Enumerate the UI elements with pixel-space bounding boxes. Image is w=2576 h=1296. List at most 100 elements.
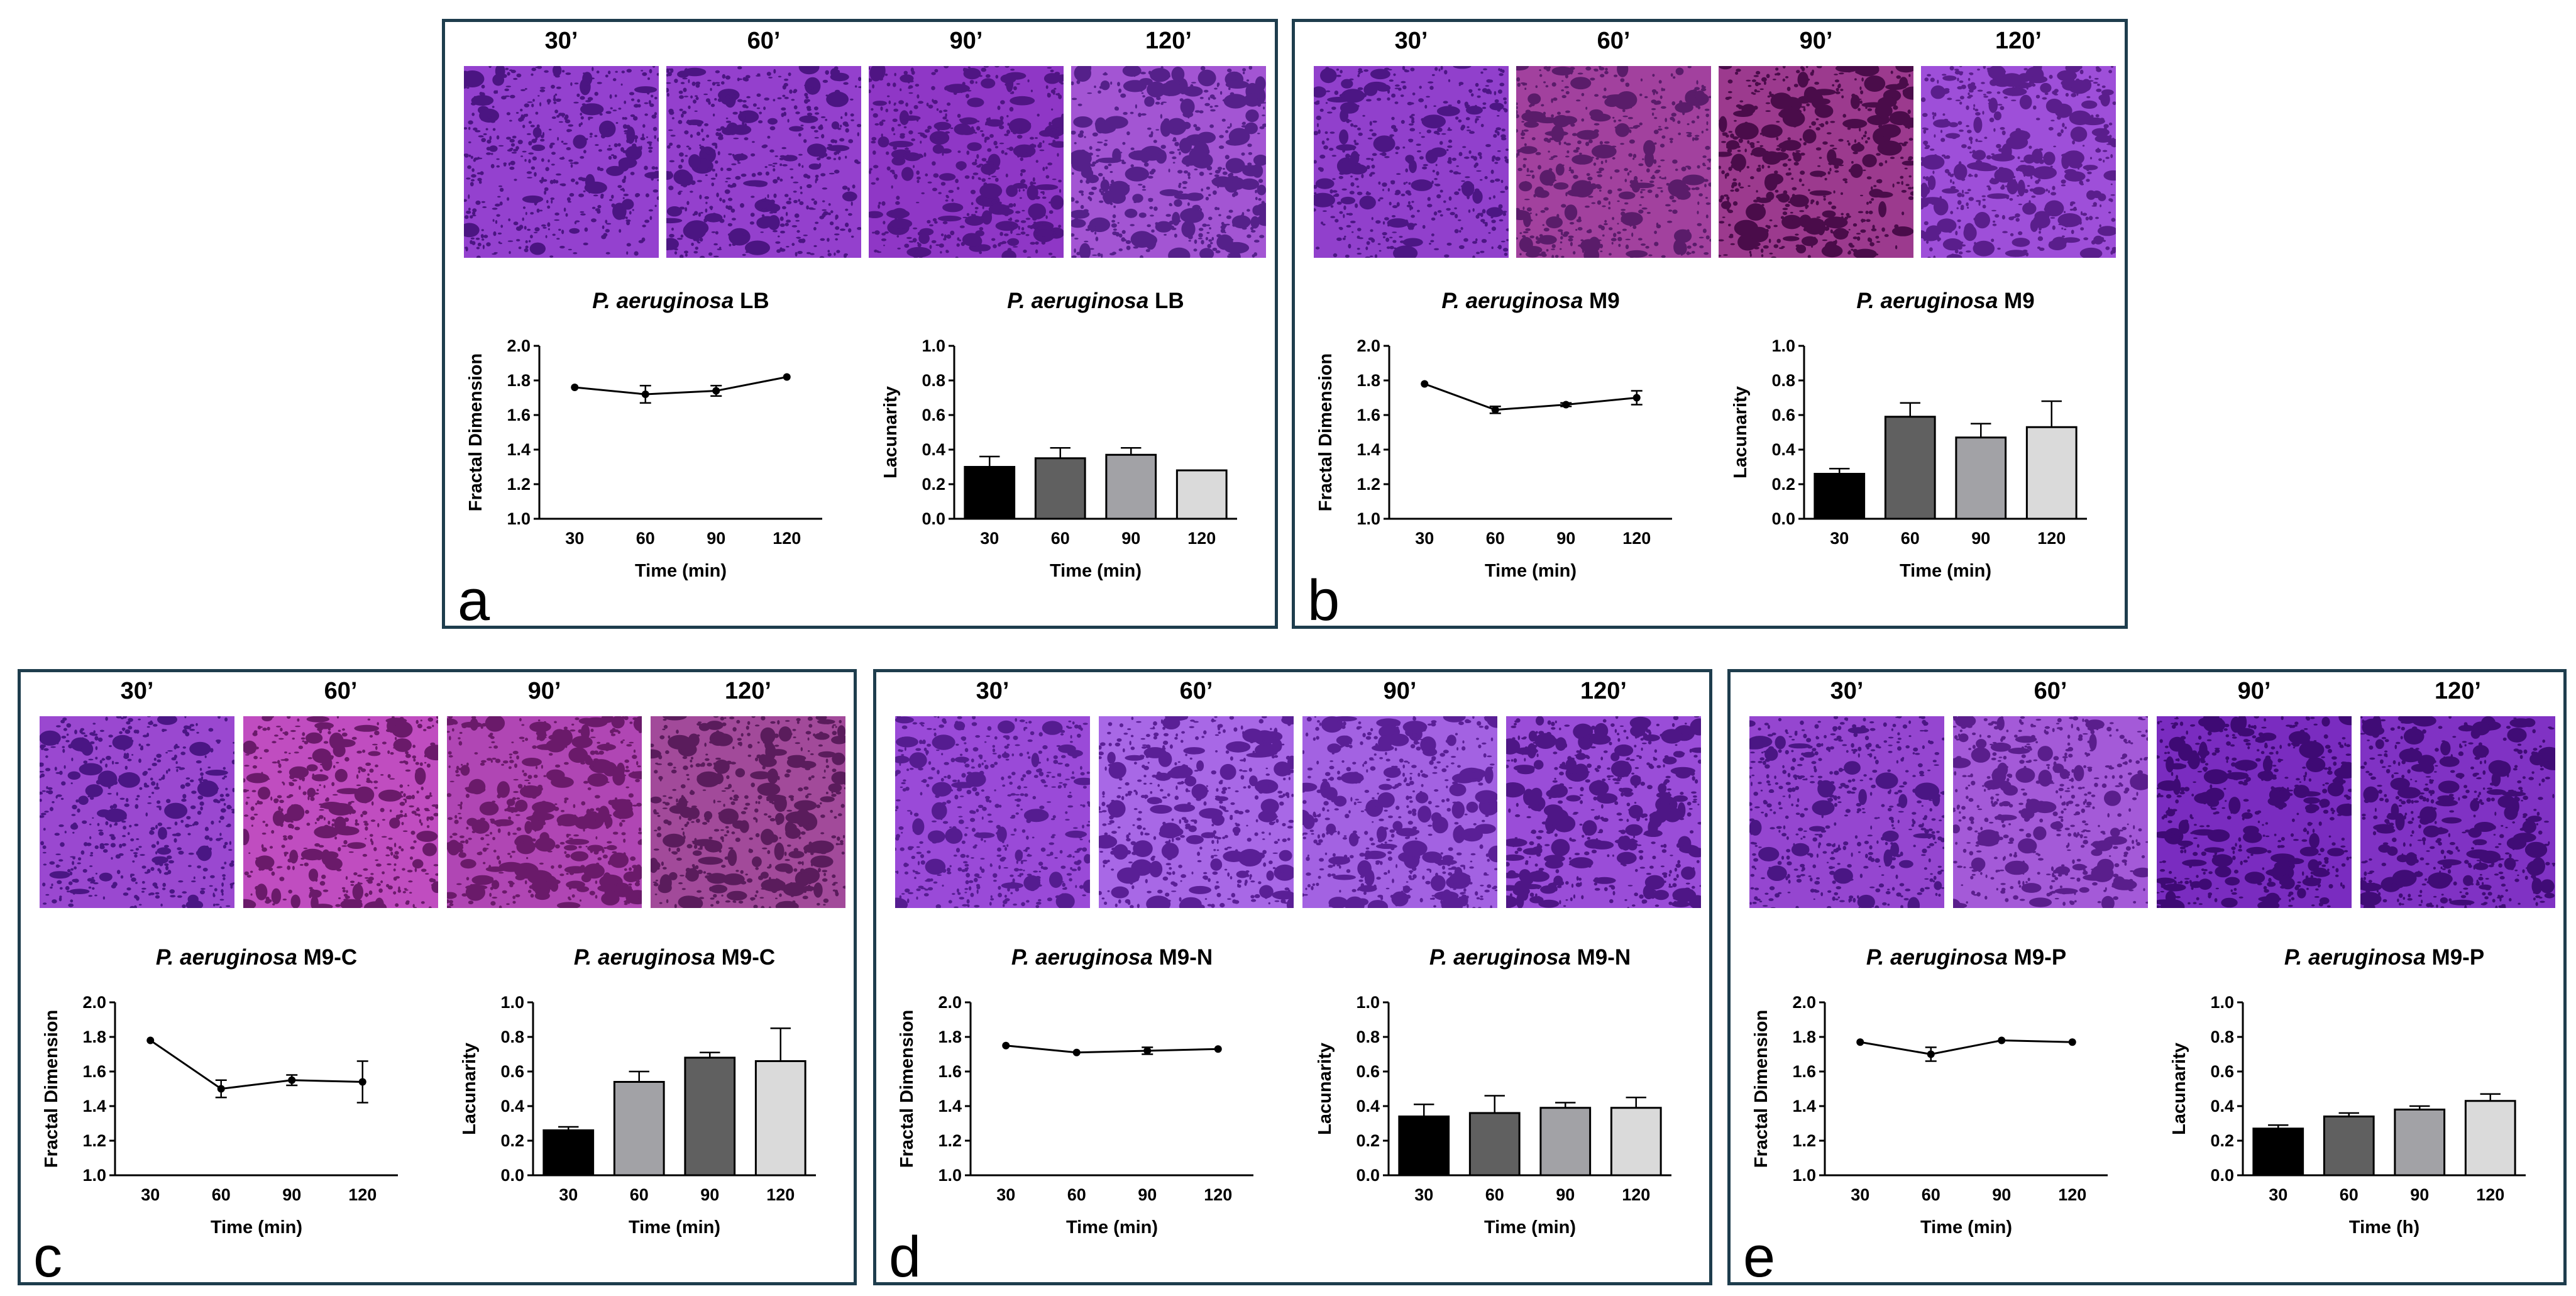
x-tick-label: 60 bbox=[1901, 529, 1920, 548]
y-tick-label: 0.4 bbox=[2210, 1097, 2234, 1116]
data-point bbox=[1214, 1045, 1222, 1053]
timepoint-label: 30’ bbox=[976, 678, 1010, 704]
x-axis-label: Time (min) bbox=[629, 1217, 720, 1238]
y-tick-label: 1.0 bbox=[1771, 336, 1795, 355]
x-tick-label: 120 bbox=[766, 1185, 795, 1204]
data-point bbox=[288, 1076, 296, 1084]
data-point bbox=[2068, 1038, 2076, 1046]
micrograph-image bbox=[666, 66, 861, 258]
bar bbox=[1610, 1107, 1662, 1177]
x-tick-label: 120 bbox=[773, 529, 801, 548]
chart-title: P. aeruginosa M9-P bbox=[2284, 945, 2484, 970]
bar bbox=[684, 1056, 736, 1177]
chart-title: P. aeruginosa M9-N bbox=[1011, 945, 1213, 970]
y-tick-label: 1.2 bbox=[507, 475, 531, 494]
x-tick-label: 60 bbox=[2340, 1185, 2359, 1204]
timepoint-label: 90’ bbox=[1799, 28, 1833, 54]
cell-clusters bbox=[1302, 716, 1497, 908]
y-tick-label: 1.8 bbox=[82, 1027, 106, 1046]
bar bbox=[1884, 416, 1936, 520]
timepoint-label: 120’ bbox=[725, 678, 771, 704]
micrograph-image bbox=[651, 716, 845, 908]
chart-title: P. aeruginosa M9-N bbox=[1429, 945, 1631, 970]
x-tick-label: 120 bbox=[1622, 529, 1651, 548]
cell-clusters bbox=[243, 716, 438, 908]
y-tick-label: 0.0 bbox=[1356, 1166, 1380, 1185]
panel-letter: e bbox=[1743, 1225, 1776, 1289]
panel-b: 30’ 60’ 90’ 120’ P. aeruginosa M9 1.0 1.2 1… bbox=[1292, 19, 2128, 629]
y-tick-label: 0.8 bbox=[1771, 371, 1795, 390]
y-tick-label: 1.4 bbox=[938, 1097, 962, 1116]
micrograph-image bbox=[895, 716, 1090, 908]
data-point bbox=[1632, 394, 1641, 402]
cell-clusters bbox=[2157, 716, 2352, 908]
x-tick-label: 60 bbox=[212, 1185, 231, 1204]
y-tick-label: 0.8 bbox=[2210, 1027, 2234, 1046]
y-tick-label: 1.0 bbox=[938, 1166, 962, 1185]
micrograph-image bbox=[243, 716, 438, 908]
bar bbox=[1398, 1116, 1450, 1177]
y-tick-label: 1.2 bbox=[1357, 475, 1380, 494]
data-point bbox=[1002, 1041, 1010, 1050]
y-tick-label: 0.4 bbox=[922, 440, 945, 459]
y-tick-label: 1.6 bbox=[507, 406, 531, 424]
x-tick-label: 120 bbox=[2058, 1185, 2086, 1204]
micrograph-image bbox=[40, 716, 234, 908]
y-tick-label: 1.4 bbox=[1357, 440, 1380, 459]
y-tick-label: 1.4 bbox=[1792, 1097, 1816, 1116]
y-tick-label: 1.8 bbox=[1357, 371, 1380, 390]
x-tick-label: 60 bbox=[630, 1185, 649, 1204]
timepoint-label: 90’ bbox=[527, 678, 561, 704]
x-tick-label: 60 bbox=[1922, 1185, 1940, 1204]
series-line bbox=[150, 1039, 363, 1090]
x-tick-label: 60 bbox=[1051, 529, 1070, 548]
cell-clusters bbox=[651, 716, 845, 908]
y-tick-label: 1.6 bbox=[82, 1062, 106, 1081]
data-point bbox=[1927, 1050, 1935, 1058]
x-tick-label: 120 bbox=[2476, 1185, 2504, 1204]
series-line bbox=[575, 376, 788, 396]
x-tick-label: 60 bbox=[636, 529, 655, 548]
x-tick-label: 30 bbox=[559, 1185, 578, 1204]
bar bbox=[754, 1060, 806, 1177]
bar bbox=[542, 1129, 595, 1177]
data-point bbox=[783, 373, 791, 381]
cell-clusters bbox=[464, 66, 659, 258]
micrograph-image bbox=[1071, 66, 1266, 258]
x-tick-label: 90 bbox=[1992, 1185, 2011, 1204]
cell-clusters bbox=[1516, 66, 1711, 258]
bar bbox=[2464, 1100, 2516, 1177]
bar bbox=[964, 466, 1016, 520]
bar bbox=[2025, 426, 2078, 520]
y-tick-label: 1.0 bbox=[922, 336, 945, 355]
y-tick-label: 0.2 bbox=[1771, 475, 1795, 494]
data-point bbox=[1856, 1038, 1864, 1046]
chart-title: P. aeruginosa LB bbox=[592, 289, 769, 313]
y-axis-label: Fractal Dimension bbox=[1751, 1010, 1771, 1168]
x-axis-label: Time (min) bbox=[1050, 561, 1142, 581]
x-tick-label: 120 bbox=[1622, 1185, 1650, 1204]
y-axis-label: Lacunarity bbox=[1731, 386, 1751, 479]
cell-clusters bbox=[895, 716, 1090, 908]
y-tick-label: 1.8 bbox=[938, 1027, 962, 1046]
cell-clusters bbox=[869, 66, 1064, 258]
lacunarity-chart: P. aeruginosa M9 0.0 0.2 0.4 0.6 0.8 1.0 30 60 90… bbox=[1710, 270, 2112, 585]
x-tick-label: 90 bbox=[1138, 1185, 1157, 1204]
chart-title: P. aeruginosa M9 bbox=[1856, 289, 2034, 313]
fractal-dimension-chart: P. aeruginosa M9 1.0 1.2 1.4 1.6 1.8 2.0 30 60 90… bbox=[1295, 270, 1697, 585]
x-axis-label: Time (min) bbox=[635, 561, 727, 581]
micrograph-image bbox=[1921, 66, 2116, 258]
x-axis-label: Time (min) bbox=[1484, 1217, 1576, 1238]
y-axis-label: Lacunarity bbox=[2169, 1043, 2189, 1135]
series-line bbox=[1859, 1039, 2072, 1056]
timepoint-label: 30’ bbox=[1830, 678, 1864, 704]
fractal-dimension-chart: P. aeruginosa M9-P 1.0 1.2 1.4 1.6 1.8 2.0 30 60… bbox=[1731, 927, 2133, 1241]
timepoint-label: 30’ bbox=[544, 28, 578, 54]
x-axis-label: Time (min) bbox=[1066, 1217, 1158, 1238]
y-tick-label: 2.0 bbox=[1357, 336, 1380, 355]
y-tick-label: 0.6 bbox=[2210, 1062, 2234, 1081]
y-tick-label: 0.2 bbox=[922, 475, 945, 494]
x-tick-label: 90 bbox=[1971, 529, 1990, 548]
series-line bbox=[1006, 1044, 1218, 1054]
cell-clusters bbox=[1071, 66, 1266, 258]
